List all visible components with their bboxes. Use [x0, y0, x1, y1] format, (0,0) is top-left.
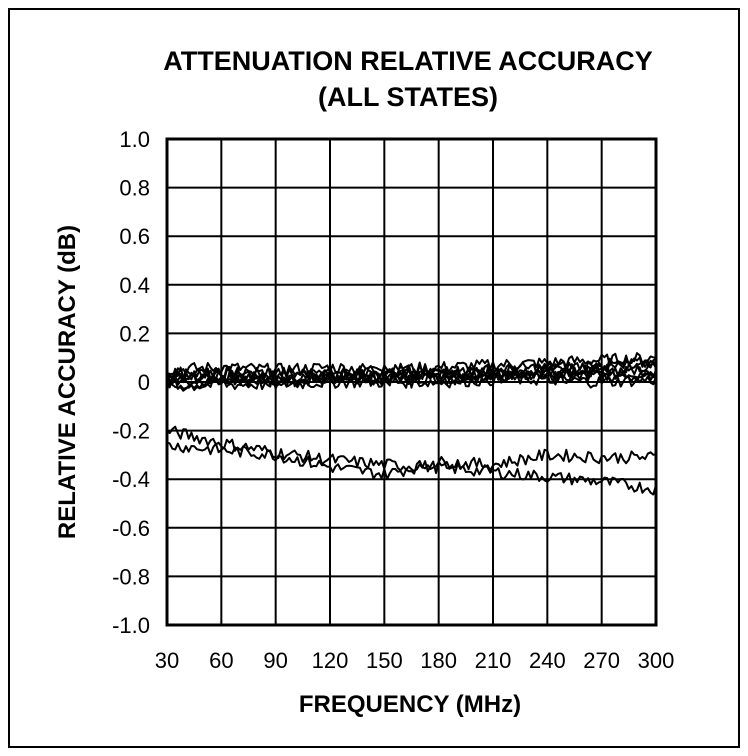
x-axis-label: FREQUENCY (MHz) — [299, 691, 521, 718]
y-tick-label-2: 0.6 — [119, 224, 150, 249]
y-tick-label-8: -0.6 — [112, 516, 150, 541]
y-axis-label: RELATIVE ACCURACY (dB) — [54, 225, 81, 539]
chart-title-line-1: ATTENUATION RELATIVE ACCURACY — [163, 46, 652, 76]
x-tick-label-5: 180 — [420, 648, 457, 673]
x-tick-labels: 30 60 90 120 150 180 210 240 270 300 — [155, 648, 675, 673]
y-tick-label-0: 1.0 — [119, 127, 150, 152]
x-tick-label-0: 30 — [155, 648, 179, 673]
y-tick-label-5: 0 — [138, 370, 150, 395]
x-tick-label-2: 90 — [263, 648, 287, 673]
series-line-3 — [166, 352, 657, 377]
series-line-7 — [166, 372, 657, 392]
plot-border — [165, 137, 658, 627]
chart-title-line-2: (ALL STATES) — [318, 82, 498, 112]
y-tick-labels: 1.0 0.8 0.6 0.4 0.2 0 -0.2 -0.4 -0.6 -0.8 -1.0 — [112, 127, 150, 638]
y-tick-label-4: 0.2 — [119, 321, 150, 346]
series-line-8 — [166, 425, 657, 496]
series-line-6 — [166, 359, 657, 386]
series-group — [166, 352, 657, 496]
x-tick-label-4: 150 — [366, 648, 403, 673]
x-tick-label-7: 240 — [529, 648, 566, 673]
x-tick-label-8: 270 — [583, 648, 620, 673]
y-tick-label-3: 0.4 — [119, 273, 150, 298]
y-tick-label-7: -0.4 — [112, 467, 150, 492]
x-tick-label-3: 120 — [312, 648, 349, 673]
y-tick-label-10: -1.0 — [112, 613, 150, 638]
x-tick-label-9: 300 — [638, 648, 675, 673]
series-line-9 — [166, 441, 657, 481]
x-tick-label-1: 60 — [209, 648, 233, 673]
y-tick-label-9: -0.8 — [112, 564, 150, 589]
y-tick-label-1: 0.8 — [119, 176, 150, 201]
x-tick-label-6: 210 — [475, 648, 512, 673]
y-tick-label-6: -0.2 — [112, 419, 150, 444]
